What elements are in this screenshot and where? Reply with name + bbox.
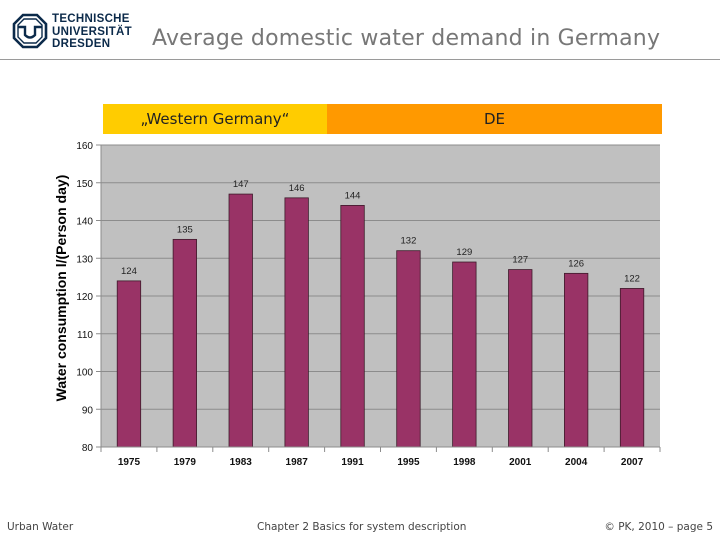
bar-1991 xyxy=(340,204,365,448)
data-label: 147 xyxy=(233,179,249,190)
bar-1975 xyxy=(116,280,142,448)
x-tick-label: 2004 xyxy=(565,457,588,468)
bar-2007 xyxy=(619,288,645,448)
footer-page: © PK, 2010 – page 5 xyxy=(604,521,713,533)
x-tick-label: 1979 xyxy=(174,457,197,468)
y-tick-label: 160 xyxy=(76,141,93,152)
data-label: 122 xyxy=(624,273,640,284)
data-label: 126 xyxy=(568,258,584,269)
y-tick-label: 100 xyxy=(76,368,93,379)
bar-1983 xyxy=(228,193,253,448)
data-label: 144 xyxy=(345,190,361,201)
x-tick-label: 1991 xyxy=(341,457,364,468)
x-axis-ticks: 1975 1979 1983 1987 1991 1995 1998 2001 2004 2007 xyxy=(100,446,661,468)
data-label: 129 xyxy=(456,247,472,258)
data-label: 132 xyxy=(401,236,417,247)
x-tick-label: 1998 xyxy=(453,457,476,468)
y-tick-label: 150 xyxy=(76,179,93,190)
western-germany-band: „Western Germany“ xyxy=(103,104,327,134)
y-tick-label: 110 xyxy=(77,330,93,341)
tu-dresden-emblem-icon xyxy=(12,13,48,49)
slide-title: Average domestic water demand in Germany xyxy=(152,26,661,51)
x-tick-label: 2007 xyxy=(621,457,644,468)
data-label: 127 xyxy=(512,255,528,266)
logo-wordmark: TECHNISCHE UNIVERSITÄT DRESDEN xyxy=(52,13,132,51)
logo-line: UNIVERSITÄT xyxy=(52,25,132,38)
y-tick-label: 90 xyxy=(82,405,94,416)
de-band: DE xyxy=(327,104,662,134)
y-tick-label: 130 xyxy=(76,254,93,265)
y-axis-label: Water consumption l/(Person day) xyxy=(53,175,69,402)
data-label: 124 xyxy=(121,266,137,277)
x-tick-label: 1987 xyxy=(286,457,309,468)
data-label: 146 xyxy=(289,183,305,194)
footer-chapter: Chapter 2 Basics for system description xyxy=(257,521,467,533)
x-tick-label: 2001 xyxy=(509,457,532,468)
x-tick-label: 1983 xyxy=(230,457,253,468)
header-divider xyxy=(0,59,720,60)
bars: 124 135 147 146 144 132 129 127 126 122 xyxy=(116,179,645,448)
data-label: 135 xyxy=(177,224,193,235)
x-tick-label: 1995 xyxy=(397,457,420,468)
y-tick-label: 80 xyxy=(82,443,94,454)
y-tick-label: 120 xyxy=(76,292,93,303)
bar-1979 xyxy=(172,238,197,448)
y-tick-label: 140 xyxy=(76,217,93,228)
bar-1998 xyxy=(452,261,477,448)
y-axis-ticks: 80 90 100 110 120 130 140 150 160 xyxy=(76,141,102,454)
bar-1987 xyxy=(284,197,309,448)
bar-2004 xyxy=(564,272,589,448)
logo-line: DRESDEN xyxy=(52,38,111,50)
bar-2001 xyxy=(508,269,533,448)
university-logo: TECHNISCHE UNIVERSITÄT DRESDEN xyxy=(12,13,152,53)
x-tick-label: 1975 xyxy=(118,457,141,468)
logo-line: TECHNISCHE xyxy=(52,13,130,25)
bar-1995 xyxy=(396,250,421,448)
footer-course: Urban Water xyxy=(7,521,74,533)
